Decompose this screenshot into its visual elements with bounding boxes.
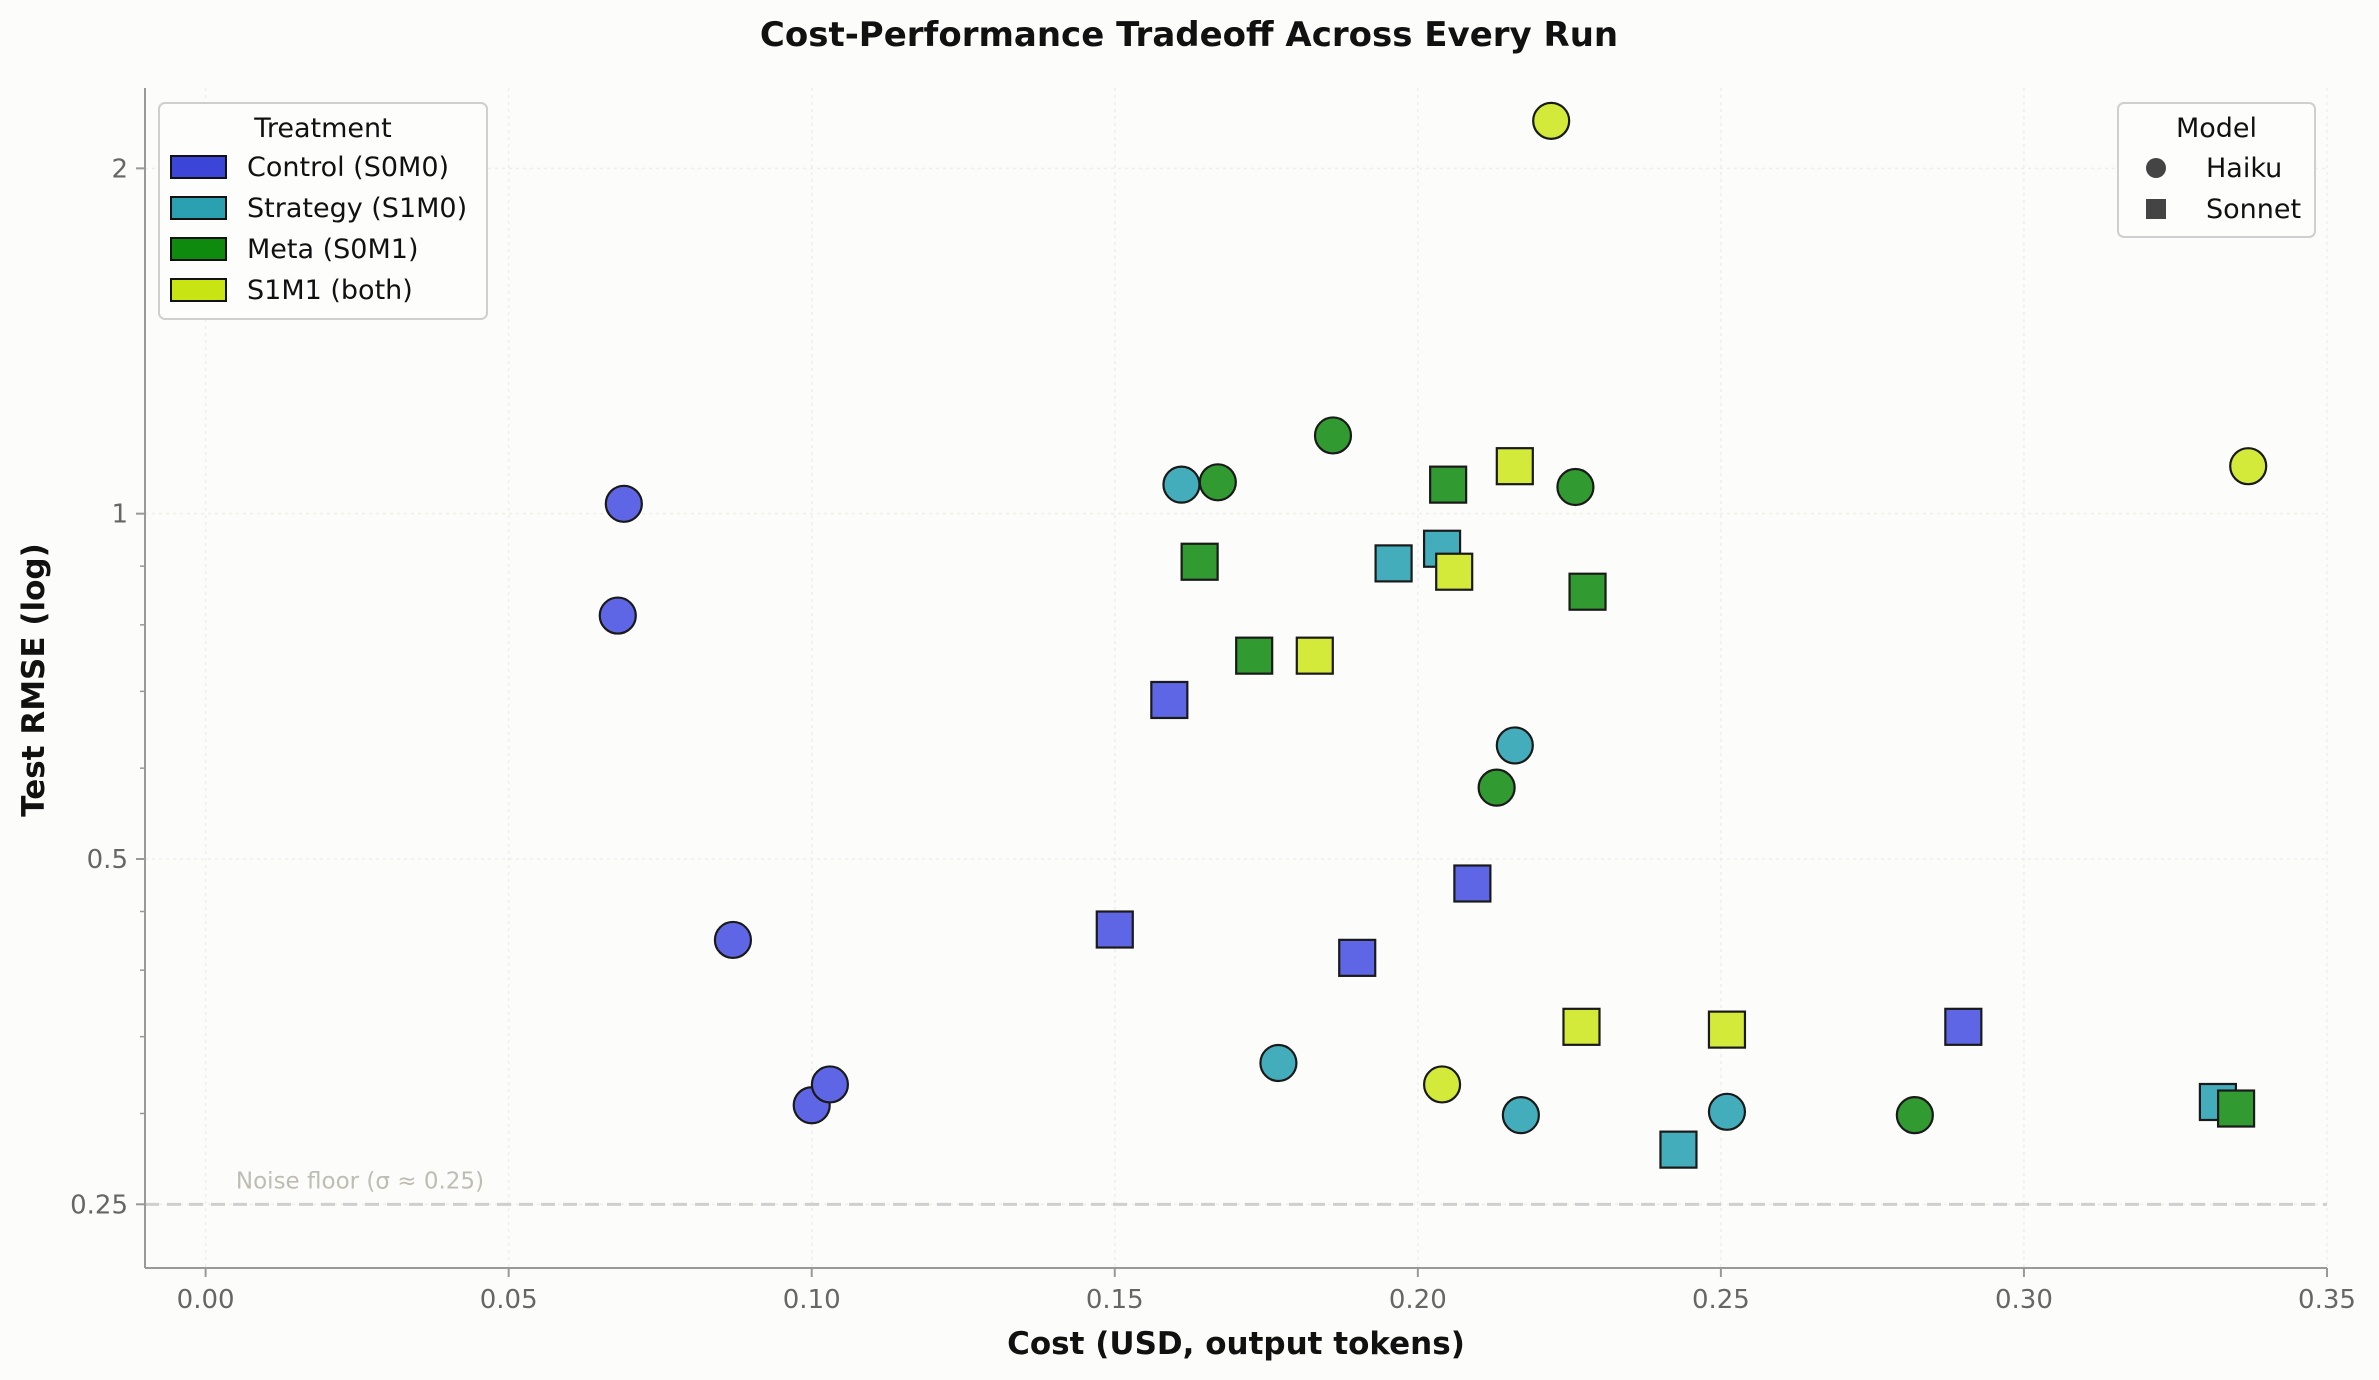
y-tick-label: 0.5	[87, 845, 128, 875]
treatment-legend-swatch-both	[170, 278, 227, 302]
data-point-meta-sonnet	[2216, 1089, 2256, 1128]
data-point-control-sonnet	[1338, 938, 1377, 977]
x-tick-label: 0.30	[1995, 1285, 2053, 1315]
treatment-legend-title: Treatment	[253, 113, 391, 144]
data-point-both-haiku	[1532, 101, 1571, 140]
data-point-both-haiku	[2229, 447, 2268, 486]
data-point-strategy-haiku	[1495, 726, 1534, 765]
data-point-control-sonnet	[1453, 864, 1492, 903]
treatment-legend-swatch-meta	[170, 237, 227, 261]
data-point-strategy-haiku	[1259, 1043, 1298, 1083]
y-axis-label: Test RMSE (log)	[16, 543, 52, 817]
treatment-legend-label-meta: Meta (S0M1)	[247, 234, 418, 265]
treatment-legend-label-control: Control (S0M0)	[247, 152, 449, 183]
data-point-meta-haiku	[1556, 467, 1595, 507]
treatment-legend: Treatment Control (S0M0) Strategy (S1M0) Me…	[158, 102, 488, 320]
data-point-meta-sonnet	[1568, 572, 1607, 611]
data-point-both-sonnet	[1435, 552, 1474, 591]
data-point-control-haiku	[598, 596, 637, 635]
data-point-meta-haiku	[1198, 463, 1237, 502]
data-point-both-haiku	[1422, 1065, 1462, 1104]
data-point-strategy-sonnet	[1422, 529, 1462, 568]
model-legend-label-sonnet: Sonnet	[2206, 194, 2301, 225]
model-legend-box	[2117, 102, 2316, 238]
data-point-control-haiku	[810, 1065, 850, 1104]
data-point-control-sonnet	[1150, 680, 1189, 720]
data-point-meta-sonnet	[1235, 636, 1274, 675]
data-point-both-sonnet	[1707, 1010, 1747, 1049]
chart-title: Cost-Performance Tradeoff Across Every R…	[760, 15, 1618, 55]
x-tick-label: 0.25	[1692, 1285, 1750, 1315]
data-point-strategy-haiku	[1162, 465, 1201, 504]
x-tick-label: 0.00	[177, 1285, 235, 1315]
x-axis-label: Cost (USD, output tokens)	[1007, 1326, 1465, 1362]
noise-floor-label: Noise floor (σ ≈ 0.25)	[236, 1168, 484, 1194]
data-point-both-sonnet	[1562, 1007, 1601, 1046]
model-legend-marker-haiku	[2146, 158, 2166, 178]
y-tick-label: 2	[111, 154, 128, 184]
model-legend-title: Model	[2176, 113, 2257, 144]
treatment-legend-label-both: S1M1 (both)	[247, 275, 413, 306]
treatment-legend-swatch-strategy	[170, 196, 227, 220]
treatment-legend-box	[158, 102, 488, 320]
data-point-meta-haiku	[1477, 768, 1516, 807]
data-point-strategy-sonnet	[1374, 544, 1413, 583]
x-tick-label: 0.20	[1389, 1285, 1447, 1315]
x-tick-label: 0.10	[783, 1285, 841, 1315]
data-point-both-sonnet	[1495, 447, 1534, 486]
data-point-strategy-haiku	[1707, 1092, 1747, 1131]
data-point-control-sonnet	[1095, 910, 1134, 949]
y-tick-label: 1	[111, 500, 128, 530]
data-point-strategy-haiku	[1501, 1096, 1540, 1135]
data-points	[598, 101, 2268, 1169]
x-tick-label: 0.05	[480, 1285, 538, 1315]
x-tick-label: 0.15	[1086, 1285, 1144, 1315]
data-point-meta-haiku	[1313, 416, 1353, 455]
data-point-control-haiku	[713, 920, 753, 960]
model-legend: Model Haiku Sonnet	[2117, 102, 2316, 238]
data-point-meta-sonnet	[1180, 542, 1219, 581]
noise-floor: Noise floor (σ ≈ 0.25)	[145, 1168, 2327, 1206]
data-point-meta-haiku	[1895, 1096, 1934, 1135]
data-point-control-sonnet	[1944, 1007, 1983, 1046]
model-legend-label-haiku: Haiku	[2206, 153, 2282, 184]
model-legend-marker-sonnet	[2146, 199, 2166, 219]
x-tick-label: 0.35	[2298, 1285, 2356, 1315]
data-point-meta-sonnet	[1429, 465, 1468, 504]
data-point-control-haiku	[604, 484, 643, 523]
data-point-both-sonnet	[1295, 636, 1334, 675]
treatment-legend-label-strategy: Strategy (S1M0)	[247, 193, 467, 224]
y-tick-label: 0.25	[70, 1190, 128, 1220]
data-point-strategy-sonnet	[1659, 1130, 1698, 1169]
treatment-legend-swatch-control	[170, 155, 227, 179]
axes: 0.00 0.05 0.10 0.15 0.20 0.25 0.30 0.35 0.25 0.5 1…	[70, 88, 2356, 1315]
